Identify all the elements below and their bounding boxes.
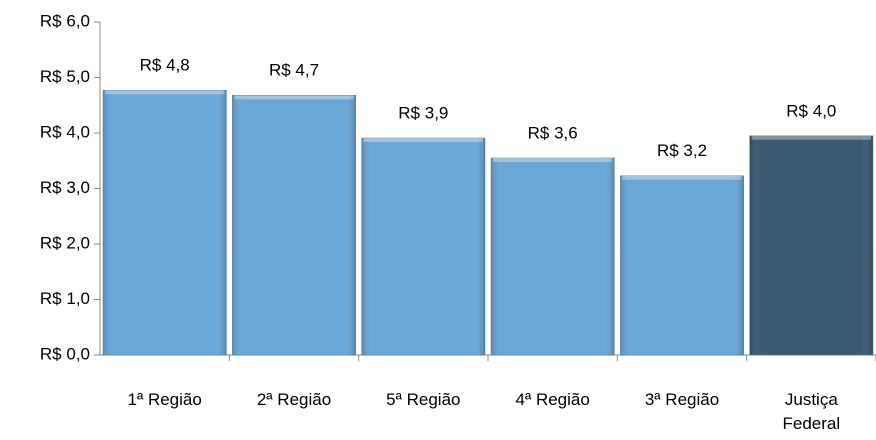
bar-shade xyxy=(232,95,356,355)
y-tick-label: R$ 1,0 xyxy=(40,289,90,308)
bar-shade xyxy=(103,90,227,355)
value-label: R$ 4,8 xyxy=(140,56,190,75)
bar-top xyxy=(234,95,354,100)
x-tick-label: 1ª Região xyxy=(127,390,202,409)
x-tick-label: 3ª Região xyxy=(644,390,720,409)
value-label: R$ 3,9 xyxy=(398,103,448,122)
x-tick-label: 4ª Região xyxy=(515,390,590,409)
y-tick-label: R$ 3,0 xyxy=(40,178,90,197)
x-tick-label: Justiça Federal xyxy=(782,390,841,433)
bar-top xyxy=(622,175,742,180)
y-tick-label: R$ 4,0 xyxy=(40,122,90,141)
bar-top xyxy=(105,90,225,95)
value-label: R$ 3,6 xyxy=(528,123,578,142)
bar-top xyxy=(493,157,613,162)
bar-top xyxy=(751,135,871,140)
x-tick-label: 2ª Região xyxy=(256,390,332,409)
bar-shade xyxy=(749,135,873,355)
value-label: R$ 4,0 xyxy=(786,101,836,120)
bar-shade xyxy=(491,157,615,355)
bar-top xyxy=(363,137,483,142)
bar-shade xyxy=(620,175,744,355)
x-tick-label: 5ª Região xyxy=(386,390,461,409)
y-tick-label: R$ 2,0 xyxy=(40,233,90,252)
y-tick-label: R$ 0,0 xyxy=(40,344,90,363)
bar-shade xyxy=(361,137,485,355)
y-tick-label: R$ 5,0 xyxy=(40,67,90,86)
value-label: R$ 4,7 xyxy=(269,61,319,80)
value-label: R$ 3,2 xyxy=(657,141,707,160)
y-tick-label: R$ 6,0 xyxy=(40,11,90,30)
